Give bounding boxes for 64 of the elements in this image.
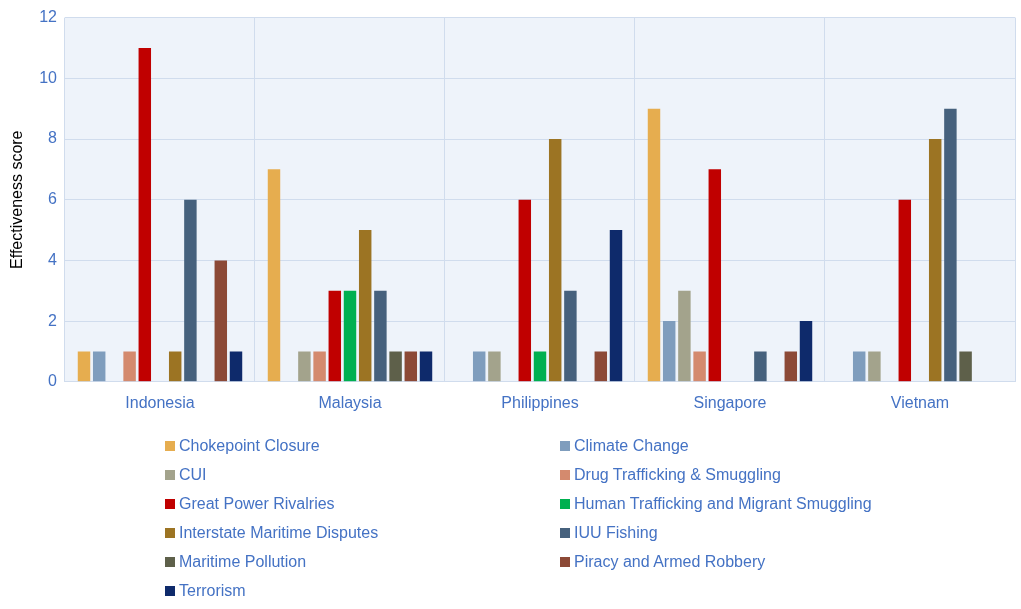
x-tick-label: Philippines xyxy=(501,393,579,411)
bar xyxy=(609,230,623,382)
bar xyxy=(784,351,798,382)
bar xyxy=(708,169,722,382)
bar xyxy=(662,321,676,382)
bar xyxy=(123,351,136,382)
bar xyxy=(419,351,433,382)
bar xyxy=(343,290,357,382)
legend-label: Chokepoint Closure xyxy=(179,437,320,455)
bar xyxy=(168,351,182,382)
bar xyxy=(693,351,706,382)
bar xyxy=(647,108,661,382)
bar xyxy=(298,351,311,382)
legend-label: IUU Fishing xyxy=(574,524,658,542)
bar xyxy=(214,260,228,382)
bar xyxy=(313,351,326,382)
bar xyxy=(928,139,942,382)
bar xyxy=(959,351,972,382)
legend-label: Maritime Pollution xyxy=(179,553,307,571)
y-tick-label: 0 xyxy=(48,372,58,390)
bar xyxy=(518,199,532,382)
y-tick-label: 12 xyxy=(39,8,58,26)
bar xyxy=(267,169,281,382)
bar xyxy=(868,351,881,382)
bar xyxy=(138,47,152,382)
y-tick-label: 10 xyxy=(39,68,58,86)
bar xyxy=(328,290,342,382)
bar xyxy=(564,290,577,382)
x-tick-label: Indonesia xyxy=(125,393,195,411)
bar xyxy=(898,199,912,382)
legend-label: Great Power Rivalries xyxy=(179,495,335,513)
bar xyxy=(77,351,91,382)
legend-label: Human Trafficking and Migrant Smuggling xyxy=(574,495,872,513)
bar xyxy=(404,351,418,382)
y-tick-label: 2 xyxy=(48,311,58,329)
legend-label: Piracy and Armed Robbery xyxy=(574,553,766,571)
x-tick-label: Singapore xyxy=(693,393,767,411)
legend-label: Interstate Maritime Disputes xyxy=(179,524,379,542)
bar xyxy=(678,290,691,382)
y-tick-label: 6 xyxy=(48,190,58,208)
legend-label: Climate Change xyxy=(574,437,689,455)
x-tick-label: Malaysia xyxy=(318,393,382,411)
bar xyxy=(229,351,243,382)
bar xyxy=(92,351,106,382)
legend-label: Terrorism xyxy=(179,582,246,600)
bar xyxy=(472,351,486,382)
bar xyxy=(533,351,547,382)
bar xyxy=(754,351,767,382)
bar xyxy=(389,351,402,382)
bar xyxy=(944,108,957,382)
bar xyxy=(374,290,387,382)
legend-label: CUI xyxy=(179,466,207,484)
y-tick-label: 8 xyxy=(48,129,58,147)
y-axis-title: Effectiveness score xyxy=(8,130,26,269)
bar xyxy=(594,351,608,382)
bar xyxy=(184,199,197,382)
bar xyxy=(799,321,813,382)
bar xyxy=(358,230,372,382)
bar xyxy=(488,351,501,382)
legend-label: Drug Trafficking & Smuggling xyxy=(574,466,781,484)
bar xyxy=(548,139,562,382)
x-tick-label: Vietnam xyxy=(890,393,950,411)
bar xyxy=(852,351,866,382)
y-tick-label: 4 xyxy=(48,250,58,268)
